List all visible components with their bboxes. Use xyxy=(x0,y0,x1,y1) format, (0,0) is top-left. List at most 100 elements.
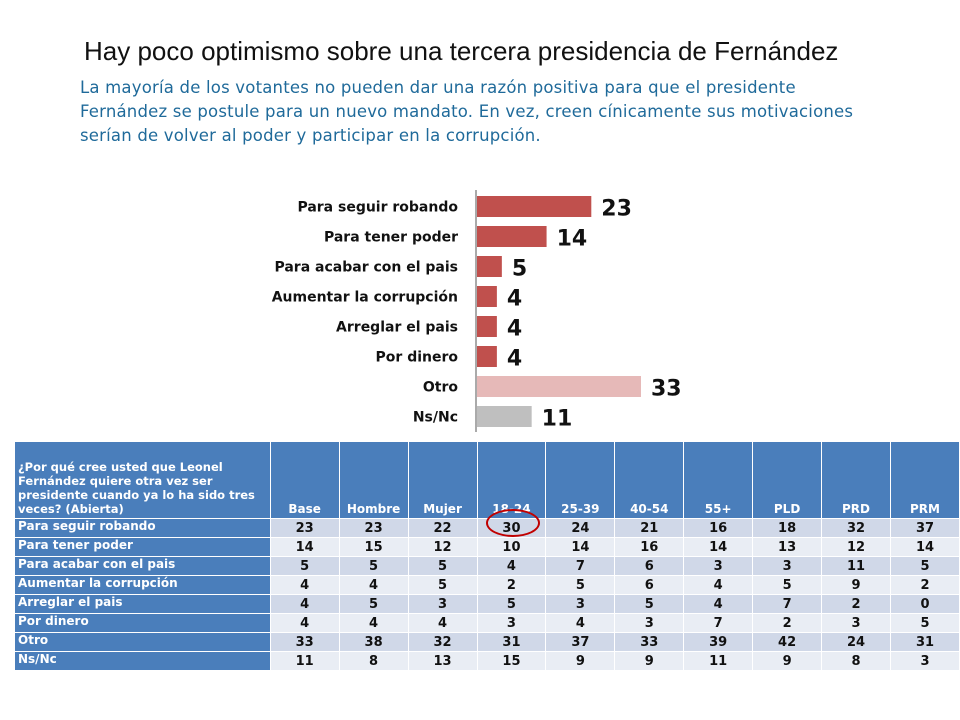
table-row: Otro 33 38 32 31 37 33 39 42 24 31 xyxy=(14,632,960,652)
table-cell: 5 xyxy=(338,594,409,614)
bar xyxy=(477,226,547,247)
column-header: 40-54 xyxy=(614,441,685,519)
table-cell: 3 xyxy=(614,613,685,633)
table-cell: 2 xyxy=(476,575,547,595)
bar-chart: Para seguir robando 23 Para tener poder 14 P… xyxy=(272,190,682,432)
column-header: Base xyxy=(269,441,340,519)
table-cell: 4 xyxy=(476,556,547,576)
value-label: 33 xyxy=(651,377,682,402)
category-label: Arreglar el pais xyxy=(336,320,458,336)
table-cell: 22 xyxy=(407,518,478,538)
table-row: Para tener poder 14 15 12 10 14 16 14 13 12 14 xyxy=(14,537,960,557)
table-row: Aumentar la corrupción 4 4 5 2 5 6 4 5 9 2 xyxy=(14,575,960,595)
table-cell: 42 xyxy=(752,632,823,652)
table-cell: 5 xyxy=(545,575,616,595)
table-cell: 3 xyxy=(545,594,616,614)
table-cell: 9 xyxy=(614,651,685,671)
table-cell: 38 xyxy=(338,632,409,652)
column-header: PLD xyxy=(752,441,823,519)
table-cell: 33 xyxy=(269,632,340,652)
table-cell: 15 xyxy=(476,651,547,671)
value-label: 5 xyxy=(512,257,527,282)
category-label: Por dinero xyxy=(376,350,459,366)
crosstab-table: ¿Por qué cree usted que Leonel Fernández… xyxy=(14,441,960,671)
table-cell: 3 xyxy=(476,613,547,633)
table-cell: 4 xyxy=(407,613,478,633)
table-cell: 5 xyxy=(614,594,685,614)
bar xyxy=(477,286,497,307)
question-header: ¿Por qué cree usted que Leonel Fernández… xyxy=(14,441,271,519)
value-label: 14 xyxy=(557,227,588,252)
table-cell: 13 xyxy=(752,537,823,557)
table-cell: 5 xyxy=(269,556,340,576)
table-cell: 5 xyxy=(338,556,409,576)
row-label: Aumentar la corrupción xyxy=(14,575,271,595)
table-cell: 10 xyxy=(476,537,547,557)
table-cell: 4 xyxy=(338,575,409,595)
table-cell: 7 xyxy=(683,613,754,633)
table-row: Arreglar el pais 4 5 3 5 3 5 4 7 2 0 xyxy=(14,594,960,614)
table-cell: 32 xyxy=(821,518,891,538)
column-header: PRM xyxy=(889,441,960,519)
table-cell: 21 xyxy=(614,518,685,538)
table-cell: 5 xyxy=(889,613,960,633)
row-label: Para seguir robando xyxy=(14,518,271,538)
table-cell: 23 xyxy=(338,518,409,538)
table-cell: 14 xyxy=(889,537,960,557)
table-cell: 3 xyxy=(889,651,960,671)
table-cell: 9 xyxy=(545,651,616,671)
chart-subtitle: La mayoría de los votantes no pueden dar… xyxy=(80,78,854,145)
table-cell: 4 xyxy=(338,613,409,633)
table-cell: 16 xyxy=(683,518,754,538)
value-label: 23 xyxy=(601,197,632,222)
value-label: 4 xyxy=(507,347,522,372)
table-cell: 8 xyxy=(821,651,891,671)
table-cell: 12 xyxy=(407,537,478,557)
table-cell: 37 xyxy=(889,518,960,538)
table-cell: 11 xyxy=(269,651,340,671)
table-row: Para seguir robando 23 23 22 30 24 21 16 18 32 37 xyxy=(14,518,960,538)
table-cell: 15 xyxy=(338,537,409,557)
table-row: Por dinero 4 4 4 3 4 3 7 2 3 5 xyxy=(14,613,960,633)
category-label: Ns/Nc xyxy=(413,410,458,426)
table-cell: 5 xyxy=(407,575,478,595)
table-cell: 31 xyxy=(889,632,960,652)
table-cell: 11 xyxy=(683,651,754,671)
table-cell: 16 xyxy=(614,537,685,557)
row-label: Para tener poder xyxy=(14,537,271,557)
table-cell: 7 xyxy=(752,594,823,614)
table-cell: 3 xyxy=(752,556,823,576)
table-cell: 31 xyxy=(476,632,547,652)
value-label: 4 xyxy=(507,317,522,342)
column-header: 25-39 xyxy=(545,441,616,519)
bar xyxy=(477,406,532,427)
table-row: Ns/Nc 11 8 13 15 9 9 11 9 8 3 xyxy=(14,651,960,671)
row-label: Ns/Nc xyxy=(14,651,271,671)
table-cell: 24 xyxy=(821,632,891,652)
table-cell: 4 xyxy=(269,613,340,633)
table-cell: 18 xyxy=(752,518,823,538)
category-label: Aumentar la corrupción xyxy=(272,290,458,306)
column-header: PRD xyxy=(821,441,891,519)
table-cell: 5 xyxy=(889,556,960,576)
table-cell: 6 xyxy=(614,556,685,576)
bar xyxy=(477,376,641,397)
table-cell: 30 xyxy=(476,518,547,538)
column-header: Hombre xyxy=(338,441,409,519)
table-cell: 12 xyxy=(821,537,891,557)
category-label: Para tener poder xyxy=(324,230,458,246)
table-cell: 9 xyxy=(752,651,823,671)
category-label: Para acabar con el pais xyxy=(274,260,458,276)
bar xyxy=(477,346,497,367)
value-label: 4 xyxy=(507,287,522,312)
table-cell: 6 xyxy=(614,575,685,595)
bar xyxy=(477,316,497,337)
table-cell: 4 xyxy=(545,613,616,633)
bar xyxy=(477,196,592,217)
table-row: Para acabar con el pais 5 5 5 4 7 6 3 3 11 5 xyxy=(14,556,960,576)
table-cell: 14 xyxy=(545,537,616,557)
table-cell: 4 xyxy=(269,594,340,614)
table-cell: 0 xyxy=(889,594,960,614)
column-header: Mujer xyxy=(407,441,478,519)
row-label: Arreglar el pais xyxy=(14,594,271,614)
